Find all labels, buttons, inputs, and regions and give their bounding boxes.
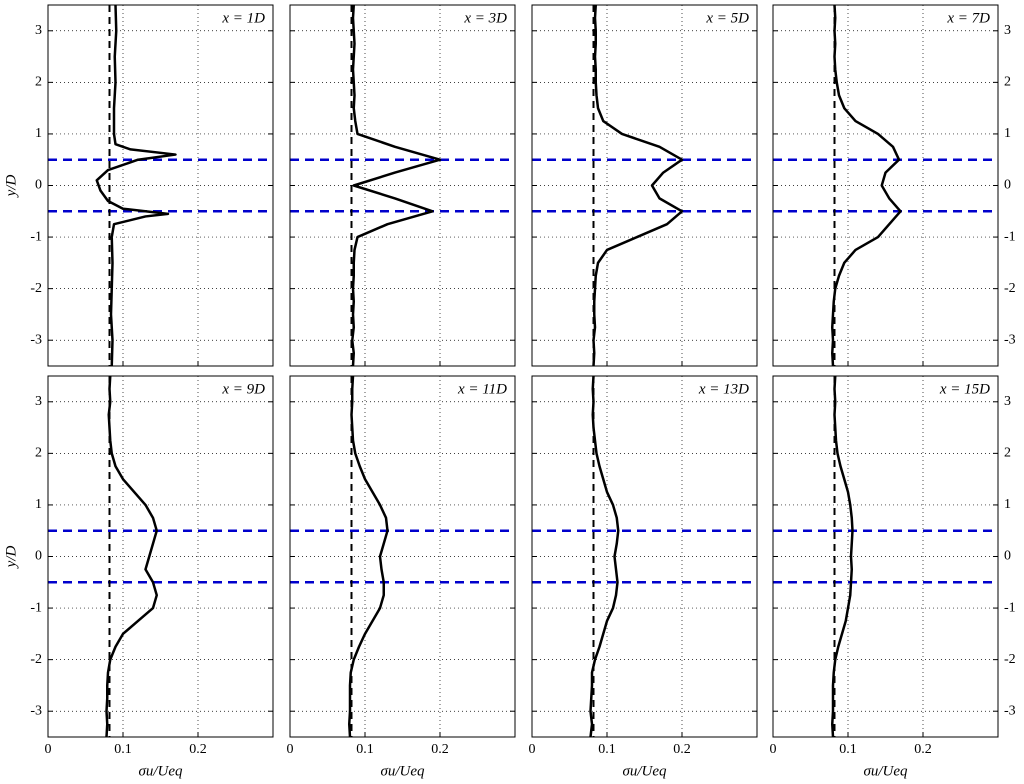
panel-title: x = 3D bbox=[463, 10, 507, 26]
y-axis-label: y/D bbox=[3, 175, 19, 199]
y-tick-label: 2 bbox=[1004, 75, 1011, 90]
plot-frame bbox=[531, 4, 758, 367]
x-tick-label: 0 bbox=[287, 742, 294, 757]
y-tick-label: 0 bbox=[1004, 549, 1011, 564]
x-tick-label: 0 bbox=[45, 742, 52, 757]
panel: x = 5D bbox=[531, 4, 758, 367]
plot-frame bbox=[289, 4, 516, 367]
panel: -3 -2 -1 0 1 2 3 x = 1D y/D bbox=[3, 4, 274, 367]
y-tick-label: 3 bbox=[1004, 23, 1011, 38]
panel-title: x = 1D bbox=[221, 10, 265, 26]
y-tick-label: 0 bbox=[35, 549, 42, 564]
y-tick-label: -2 bbox=[30, 281, 42, 296]
y-tick-label: 1 bbox=[35, 497, 42, 512]
plot-frame bbox=[47, 375, 274, 738]
profile-line bbox=[348, 375, 389, 738]
x-axis-label: σu/Ueq bbox=[380, 763, 425, 779]
panel-title: x = 13D bbox=[698, 381, 749, 397]
y-tick-label: -3 bbox=[1004, 332, 1016, 347]
y-tick-label: -1 bbox=[1004, 229, 1016, 244]
profile-line bbox=[831, 375, 854, 738]
x-tick-label: 0.2 bbox=[673, 742, 691, 757]
panel: 0 0.1 0.2 -3 -2 -1 0 1 2 3 x = 15D σu/Ueq bbox=[770, 375, 1016, 779]
panel: 0 0.1 0.2 x = 11D σu/Ueq bbox=[287, 375, 516, 779]
panel-title: x = 7D bbox=[946, 10, 990, 26]
y-tick-label: 3 bbox=[35, 394, 42, 409]
panel-title: x = 11D bbox=[457, 381, 507, 397]
x-tick-label: 0 bbox=[770, 742, 777, 757]
x-tick-label: 0.2 bbox=[914, 742, 932, 757]
panel-title: x = 15D bbox=[939, 381, 990, 397]
plot-frame bbox=[531, 375, 758, 738]
y-tick-label: 2 bbox=[1004, 446, 1011, 461]
y-tick-label: -2 bbox=[30, 652, 42, 667]
profile-line bbox=[95, 4, 177, 367]
x-tick-label: 0.2 bbox=[189, 742, 207, 757]
y-tick-label: -3 bbox=[1004, 703, 1016, 718]
profile-line bbox=[831, 4, 902, 367]
x-tick-label: 0.2 bbox=[431, 742, 449, 757]
profile-line bbox=[589, 375, 620, 738]
plot-frame bbox=[47, 4, 274, 367]
x-tick-label: 0.1 bbox=[598, 742, 616, 757]
y-tick-label: 1 bbox=[1004, 497, 1011, 512]
x-tick-label: 0 bbox=[529, 742, 536, 757]
x-axis-label: σu/Ueq bbox=[622, 763, 667, 779]
y-tick-label: -2 bbox=[1004, 652, 1016, 667]
y-tick-label: -1 bbox=[1004, 600, 1016, 615]
y-axis-label: y/D bbox=[3, 546, 19, 570]
y-tick-label: 1 bbox=[35, 126, 42, 141]
y-tick-label: 2 bbox=[35, 75, 42, 90]
plot-frame bbox=[772, 4, 999, 367]
y-tick-label: -1 bbox=[30, 600, 42, 615]
panel: 0 0.1 0.2 -3 -2 -1 0 1 2 3 x = 9D σu/Ueq y/D bbox=[3, 375, 274, 779]
panel: x = 3D bbox=[289, 4, 516, 367]
y-tick-label: -3 bbox=[30, 332, 42, 347]
y-tick-label: 0 bbox=[35, 178, 42, 193]
panel: 0 0.1 0.2 x = 13D σu/Ueq bbox=[529, 375, 758, 779]
y-tick-label: -3 bbox=[30, 703, 42, 718]
y-tick-label: 2 bbox=[35, 446, 42, 461]
plot-frame bbox=[289, 375, 516, 738]
panel: -3 -2 -1 0 1 2 3 x = 7D bbox=[772, 4, 1016, 367]
y-tick-label: -2 bbox=[1004, 281, 1016, 296]
y-tick-label: 1 bbox=[1004, 126, 1011, 141]
x-tick-label: 0.1 bbox=[839, 742, 857, 757]
x-axis-label: σu/Ueq bbox=[138, 763, 183, 779]
profile-line bbox=[105, 375, 158, 738]
y-tick-label: 3 bbox=[35, 23, 42, 38]
y-tick-label: 0 bbox=[1004, 178, 1011, 193]
plot-frame bbox=[772, 375, 999, 738]
panel-title: x = 9D bbox=[221, 381, 265, 397]
panel-title: x = 5D bbox=[705, 10, 749, 26]
x-axis-label: σu/Ueq bbox=[863, 763, 908, 779]
y-tick-label: -1 bbox=[30, 229, 42, 244]
y-tick-label: 3 bbox=[1004, 394, 1011, 409]
x-tick-label: 0.1 bbox=[114, 742, 132, 757]
profile-line bbox=[351, 4, 442, 367]
x-tick-label: 0.1 bbox=[356, 742, 374, 757]
profile-line bbox=[592, 4, 684, 367]
